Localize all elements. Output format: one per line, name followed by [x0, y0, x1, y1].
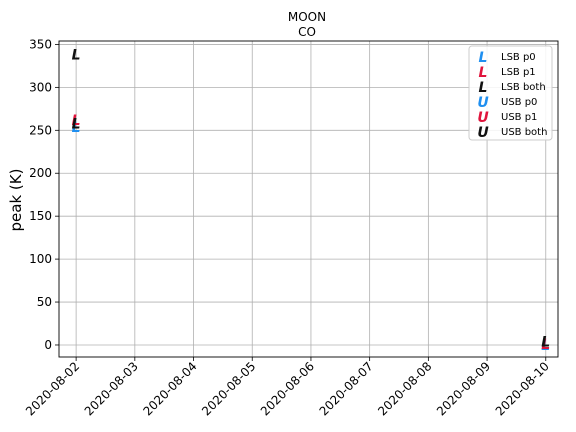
- x-tick-label: 2020-08-10: [493, 359, 552, 418]
- y-tick-label: 350: [29, 37, 52, 51]
- y-tick-label: 100: [29, 252, 52, 266]
- legend-label: USB p1: [501, 112, 537, 123]
- legend: L LSB p0 L LSB p1 L LSB both U USB p0 U USB p1 U US…: [469, 46, 552, 141]
- y-tick-label: 50: [37, 295, 52, 309]
- legend-label: USB p0: [501, 97, 537, 108]
- x-tick-label: 2020-08-06: [258, 359, 317, 418]
- x-tick-label: 2020-08-03: [82, 359, 141, 418]
- legend-label: LSB both: [501, 82, 546, 93]
- x-tick-label: 2020-08-07: [317, 359, 376, 418]
- y-axis-label: peak (K): [7, 169, 25, 232]
- y-tick-label: 250: [29, 123, 52, 137]
- x-tick-label: 2020-08-04: [140, 359, 199, 418]
- legend-marker: U: [477, 95, 489, 111]
- legend-label: LSB p0: [501, 52, 536, 63]
- legend-marker: L: [479, 65, 488, 81]
- legend-label: LSB p1: [501, 67, 536, 78]
- x-tick-label: 2020-08-05: [199, 359, 258, 418]
- y-tick-label: 300: [29, 80, 52, 94]
- legend-marker: L: [479, 50, 488, 66]
- x-tick-label: 2020-08-08: [375, 359, 434, 418]
- chart-title: MOON: [288, 10, 326, 24]
- data-point: L: [541, 335, 550, 351]
- y-tick-label: 150: [29, 209, 52, 223]
- data-point: L: [72, 48, 81, 64]
- x-tick-label: 2020-08-02: [23, 359, 82, 418]
- legend-marker: L: [479, 80, 488, 96]
- x-tick-label: 2020-08-09: [434, 359, 493, 418]
- data-point: L: [72, 116, 81, 132]
- chart-subtitle: CO: [298, 25, 316, 39]
- legend-marker: U: [477, 110, 489, 126]
- legend-marker: U: [477, 125, 489, 141]
- legend-label: USB both: [501, 127, 547, 138]
- y-tick-label: 0: [44, 338, 52, 352]
- y-tick-label: 200: [29, 166, 52, 180]
